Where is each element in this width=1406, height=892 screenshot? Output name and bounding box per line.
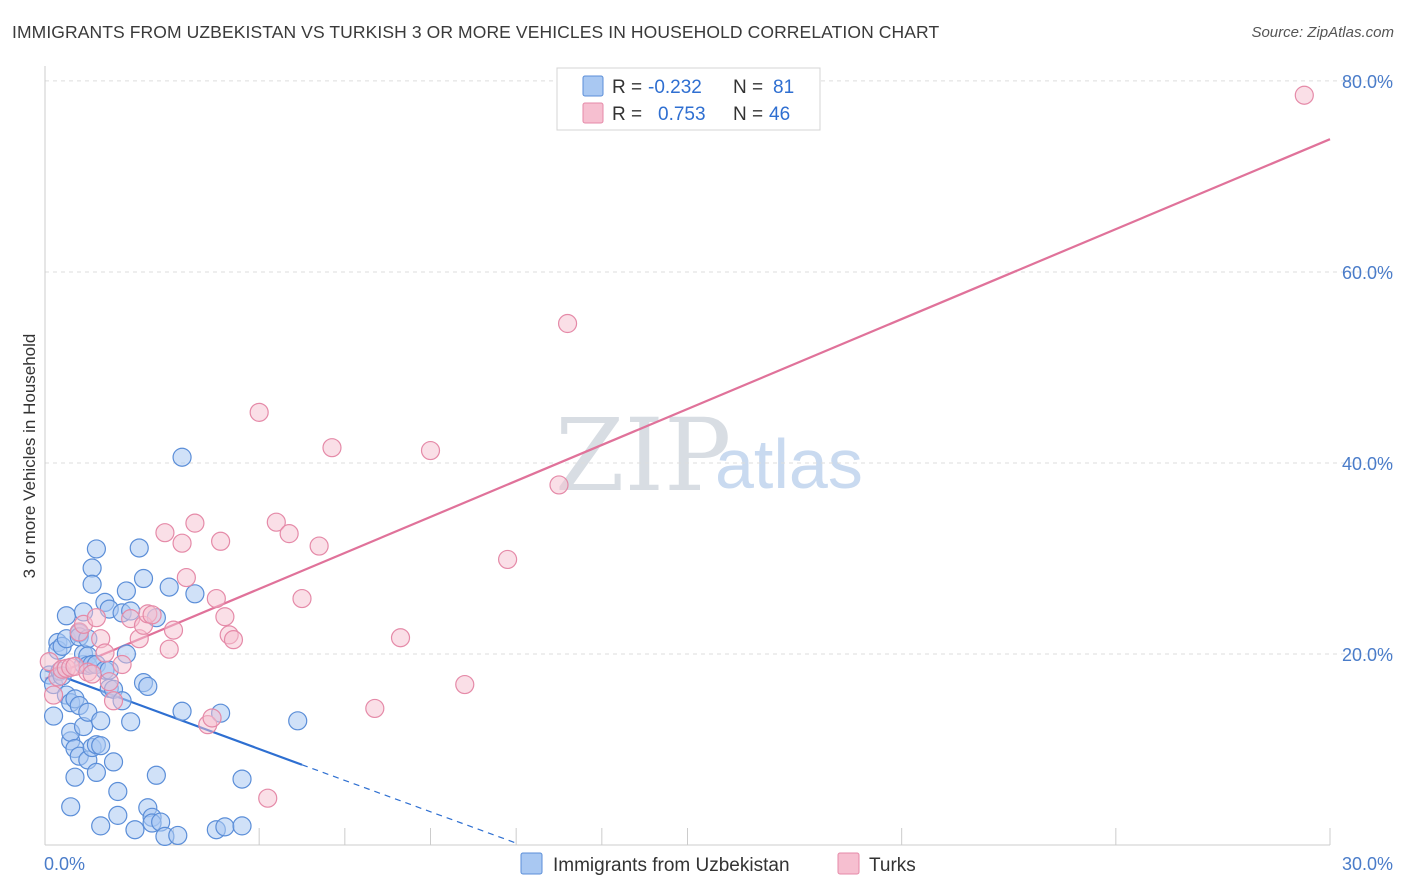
legend-n-value-1: 81 bbox=[773, 77, 794, 98]
point-turks-32 bbox=[215, 607, 235, 627]
y-tick-label-1: 40.0% bbox=[1342, 454, 1393, 474]
point-turks-38 bbox=[279, 524, 299, 544]
watermark-atlas: atlas bbox=[715, 425, 863, 503]
chart-title: IMMIGRANTS FROM UZBEKISTAN VS TURKISH 3 … bbox=[12, 22, 940, 42]
point-uzbekistan-79 bbox=[288, 711, 308, 731]
point-uzbekistan-73 bbox=[185, 584, 205, 604]
point-turks-10 bbox=[82, 664, 102, 684]
point-turks-30 bbox=[206, 588, 226, 609]
point-uzbekistan-32 bbox=[82, 558, 102, 578]
y-tick-label-0: 20.0% bbox=[1342, 645, 1393, 665]
legend-n-label-1: N = bbox=[733, 77, 763, 98]
tick-labels: 20.0% 40.0% 60.0% 80.0% 0.0% 30.0% bbox=[44, 72, 1393, 874]
point-uzbekistan-80 bbox=[121, 712, 141, 732]
trend-line-uzbekistan-extension bbox=[301, 764, 517, 844]
point-turks-46 bbox=[498, 549, 518, 570]
point-turks-35 bbox=[249, 402, 269, 422]
legend-bottom-label-uzbekistan: Immigrants from Uzbekistan bbox=[553, 855, 790, 876]
point-turks-29 bbox=[202, 708, 222, 728]
point-turks-25 bbox=[172, 533, 192, 553]
point-uzbekistan-78 bbox=[232, 769, 252, 789]
legend-r-label-1: R = bbox=[612, 77, 642, 98]
point-uzbekistan-33 bbox=[82, 574, 102, 594]
point-turks-45 bbox=[455, 674, 475, 695]
point-uzbekistan-71 bbox=[172, 447, 192, 467]
watermark-zip: ZIP bbox=[555, 397, 731, 514]
point-uzbekistan-49 bbox=[103, 752, 124, 772]
point-turks-48 bbox=[557, 313, 578, 334]
point-turks-36 bbox=[258, 788, 278, 808]
point-turks-49 bbox=[1294, 85, 1314, 105]
point-uzbekistan-36 bbox=[86, 539, 107, 559]
point-uzbekistan-61 bbox=[138, 676, 158, 697]
point-turks-15 bbox=[103, 691, 124, 711]
point-turks-43 bbox=[390, 628, 411, 648]
legend-n-value-2: 46 bbox=[769, 104, 790, 125]
point-uzbekistan-66 bbox=[146, 765, 166, 785]
point-turks-23 bbox=[159, 639, 179, 659]
point-uzbekistan-57 bbox=[125, 820, 145, 840]
point-uzbekistan-14 bbox=[61, 797, 81, 817]
point-turks-42 bbox=[365, 698, 385, 719]
point-turks-39 bbox=[292, 588, 312, 609]
legend-r-value-1: -0.232 bbox=[648, 77, 702, 98]
point-turks-37 bbox=[266, 512, 286, 532]
legend-bottom-swatch-blue bbox=[520, 852, 543, 875]
point-turks-31 bbox=[211, 531, 231, 551]
point-uzbekistan-76 bbox=[215, 817, 235, 837]
point-uzbekistan-69 bbox=[159, 577, 179, 597]
series-turks bbox=[39, 85, 1314, 808]
point-turks-1 bbox=[43, 685, 64, 705]
point-uzbekistan-41 bbox=[91, 736, 111, 756]
x-tick-label-1: 30.0% bbox=[1342, 854, 1393, 874]
point-uzbekistan-77 bbox=[232, 816, 252, 836]
point-uzbekistan-72 bbox=[172, 701, 192, 721]
legend-bottom-label-turks: Turks bbox=[869, 855, 916, 876]
point-uzbekistan-54 bbox=[116, 581, 136, 601]
legend-bottom: Immigrants from Uzbekistan Turks bbox=[520, 852, 916, 876]
y-tick-label-3: 80.0% bbox=[1342, 72, 1393, 92]
trend-lines bbox=[44, 138, 1331, 844]
y-tick-label-2: 60.0% bbox=[1342, 263, 1393, 283]
point-uzbekistan-59 bbox=[133, 568, 154, 589]
point-uzbekistan-58 bbox=[129, 538, 149, 558]
point-turks-40 bbox=[309, 536, 329, 556]
legend-n-label-2: N = bbox=[733, 104, 763, 125]
point-turks-16 bbox=[112, 654, 132, 675]
point-uzbekistan-51 bbox=[108, 805, 128, 825]
point-turks-11 bbox=[86, 608, 107, 628]
point-uzbekistan-40 bbox=[91, 711, 111, 731]
legend-swatch-pink bbox=[582, 102, 604, 124]
point-turks-24 bbox=[163, 620, 184, 640]
point-uzbekistan-42 bbox=[91, 816, 111, 836]
point-uzbekistan-16 bbox=[65, 767, 85, 787]
source-label: Source: ZipAtlas.com bbox=[1251, 24, 1394, 41]
point-turks-14 bbox=[99, 672, 119, 692]
legend-r-value-2: 0.753 bbox=[658, 104, 706, 125]
point-turks-13 bbox=[95, 643, 115, 663]
legend-bottom-swatch-pink bbox=[837, 852, 860, 875]
legend-swatch-blue bbox=[582, 75, 604, 97]
point-turks-47 bbox=[549, 475, 569, 495]
point-uzbekistan-10 bbox=[56, 606, 77, 626]
point-turks-27 bbox=[185, 513, 205, 533]
point-turks-41 bbox=[322, 438, 342, 458]
point-uzbekistan-39 bbox=[86, 762, 107, 783]
trend-line-uzbekistan bbox=[44, 669, 303, 766]
point-uzbekistan-70 bbox=[168, 825, 188, 846]
point-turks-44 bbox=[420, 440, 441, 461]
trend-line-turks bbox=[44, 138, 1331, 680]
point-turks-26 bbox=[176, 567, 196, 588]
point-uzbekistan-50 bbox=[108, 781, 128, 802]
point-turks-34 bbox=[223, 630, 244, 650]
legend-top: R = -0.232 N = 81 R = 0.753 N = 46 bbox=[556, 67, 821, 131]
grid bbox=[44, 80, 1395, 845]
point-turks-22 bbox=[155, 523, 175, 543]
legend-r-label-2: R = bbox=[612, 104, 642, 125]
x-tick-label-0: 0.0% bbox=[44, 854, 85, 874]
point-turks-21 bbox=[142, 605, 162, 625]
point-uzbekistan-2 bbox=[43, 706, 64, 726]
